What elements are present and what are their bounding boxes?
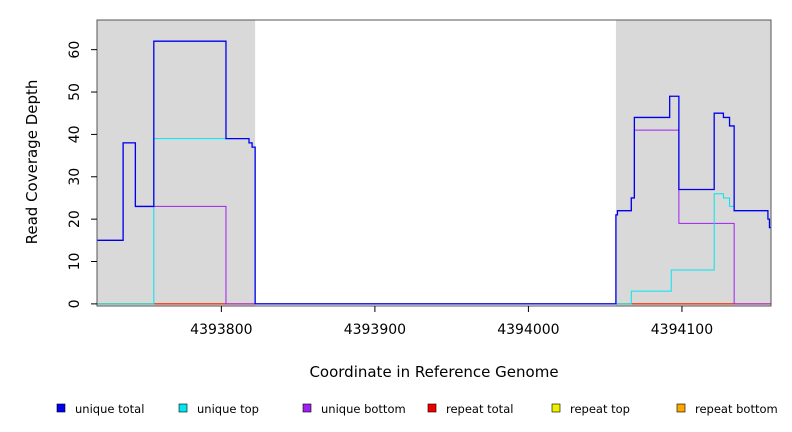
y-tick-label: 30: [67, 168, 83, 186]
y-tick-label: 40: [67, 125, 83, 143]
legend-label-unique-total: unique total: [75, 402, 144, 416]
y-axis: 0 10 20 30 40 50 60: [67, 41, 97, 308]
plot-frame: [96, 19, 772, 307]
x-tick-label: 4394100: [651, 322, 713, 338]
y-tick-label: 10: [67, 253, 83, 271]
y-axis-title: Read Coverage Depth: [23, 80, 41, 245]
y-tick-label: 60: [67, 41, 83, 59]
y-tick-label: 20: [67, 210, 83, 228]
legend-swatch-repeat-total: [427, 403, 437, 413]
legend-swatch-unique-bottom: [302, 403, 312, 413]
x-tick-label: 4393800: [190, 322, 252, 338]
y-tick-label: 50: [67, 83, 83, 101]
x-tick-label: 4393900: [344, 322, 406, 338]
shaded-regions: [97, 20, 771, 306]
x-axis-title: Coordinate in Reference Genome: [309, 363, 558, 381]
legend-label-repeat-total: repeat total: [446, 402, 513, 416]
legend-swatch-unique-total: [56, 403, 66, 413]
legend-label-repeat-top: repeat top: [570, 402, 630, 416]
y-tick-label: 0: [67, 299, 83, 308]
legend-label-unique-top: unique top: [197, 402, 259, 416]
x-tick-label: 4394000: [497, 322, 559, 338]
shaded-region-1: [97, 20, 256, 306]
x-axis: 4393800 4393900 4394000 4394100: [190, 306, 713, 338]
legend: unique total unique top unique bottom repea…: [56, 402, 778, 416]
legend-swatch-repeat-top: [551, 403, 561, 413]
shaded-region-2: [615, 20, 771, 306]
legend-label-unique-bottom: unique bottom: [321, 402, 406, 416]
series-unique-total: [97, 40, 771, 305]
legend-swatch-repeat-bottom: [676, 403, 686, 413]
legend-label-repeat-bottom: repeat bottom: [695, 402, 778, 416]
series-lines: [97, 40, 771, 305]
legend-swatch-unique-top: [178, 403, 188, 413]
